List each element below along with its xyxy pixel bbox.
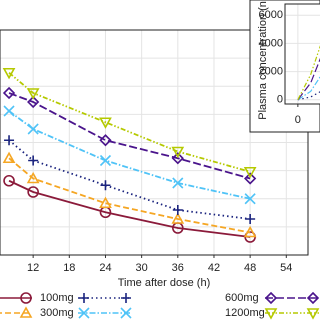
x-tick-label: 12	[27, 262, 39, 274]
legend-marker	[306, 308, 320, 320]
series-line	[297, 45, 320, 101]
series-line	[297, 75, 320, 101]
plot-background	[285, 4, 320, 104]
marker	[3, 174, 15, 187]
marker	[2, 67, 16, 80]
marker	[26, 88, 40, 100]
marker	[4, 135, 15, 146]
legend-marker	[306, 291, 320, 305]
x-tick-label: 24	[99, 262, 111, 274]
legend-label: 300mg	[40, 307, 74, 319]
marker	[28, 155, 39, 166]
legend-marker	[264, 308, 278, 320]
marker	[245, 214, 256, 224]
plot-border	[284, 3, 320, 105]
x-axis-label: Time after dose (h)	[118, 277, 211, 289]
marker	[27, 95, 40, 109]
y-tick-label: 4000	[259, 37, 283, 49]
series-line	[297, 91, 320, 101]
legend-marker	[79, 293, 89, 303]
legend-label: 600mg	[225, 292, 259, 304]
marker	[100, 180, 111, 191]
series-line	[8, 72, 251, 173]
series-line	[8, 157, 251, 234]
plot-border	[0, 29, 309, 256]
marker	[172, 205, 183, 215]
series-line	[297, 57, 320, 101]
legend-marker	[19, 306, 33, 318]
legend: 100mg 300mg 600mg 1200mg	[0, 291, 320, 320]
marker	[27, 123, 39, 135]
marker	[26, 171, 40, 184]
marker	[171, 212, 185, 224]
y-tick-label: 0	[277, 94, 283, 106]
marker	[171, 152, 184, 165]
marker	[171, 146, 185, 159]
y-tick-label: 6000	[259, 9, 283, 21]
legend-marker	[120, 307, 132, 319]
legend-marker	[20, 292, 32, 304]
series-layer	[297, 45, 320, 101]
legend-label: 100mg	[40, 292, 74, 304]
x-tick-label: 48	[244, 262, 256, 274]
marker	[27, 186, 39, 198]
x-tick-label: 42	[208, 262, 220, 274]
series-layer	[2, 67, 257, 243]
legend-marker	[264, 291, 278, 305]
marker	[99, 154, 112, 167]
x-tick-label: 36	[172, 262, 184, 274]
marker	[99, 117, 112, 129]
marker	[244, 172, 257, 185]
legend-label: 1200mg	[225, 307, 265, 319]
y-axis-label: Plasma concentration (nM)	[257, 0, 269, 120]
legend-marker	[121, 293, 131, 303]
x-tick-label: 30	[136, 262, 148, 274]
marker	[99, 196, 112, 209]
marker	[2, 86, 16, 100]
marker	[172, 177, 184, 189]
x-tick-label: 0	[295, 114, 301, 126]
series-line	[8, 92, 251, 180]
series-line	[8, 179, 251, 238]
marker	[2, 151, 16, 164]
marker	[3, 105, 15, 117]
legend-marker	[78, 307, 90, 319]
marker	[243, 166, 257, 179]
y-tick-label: 2000	[259, 66, 283, 78]
x-tick-label: 54	[280, 262, 292, 274]
marker	[244, 193, 256, 205]
x-tick-label: 18	[63, 262, 75, 274]
marker	[243, 225, 257, 238]
marker	[99, 134, 112, 147]
